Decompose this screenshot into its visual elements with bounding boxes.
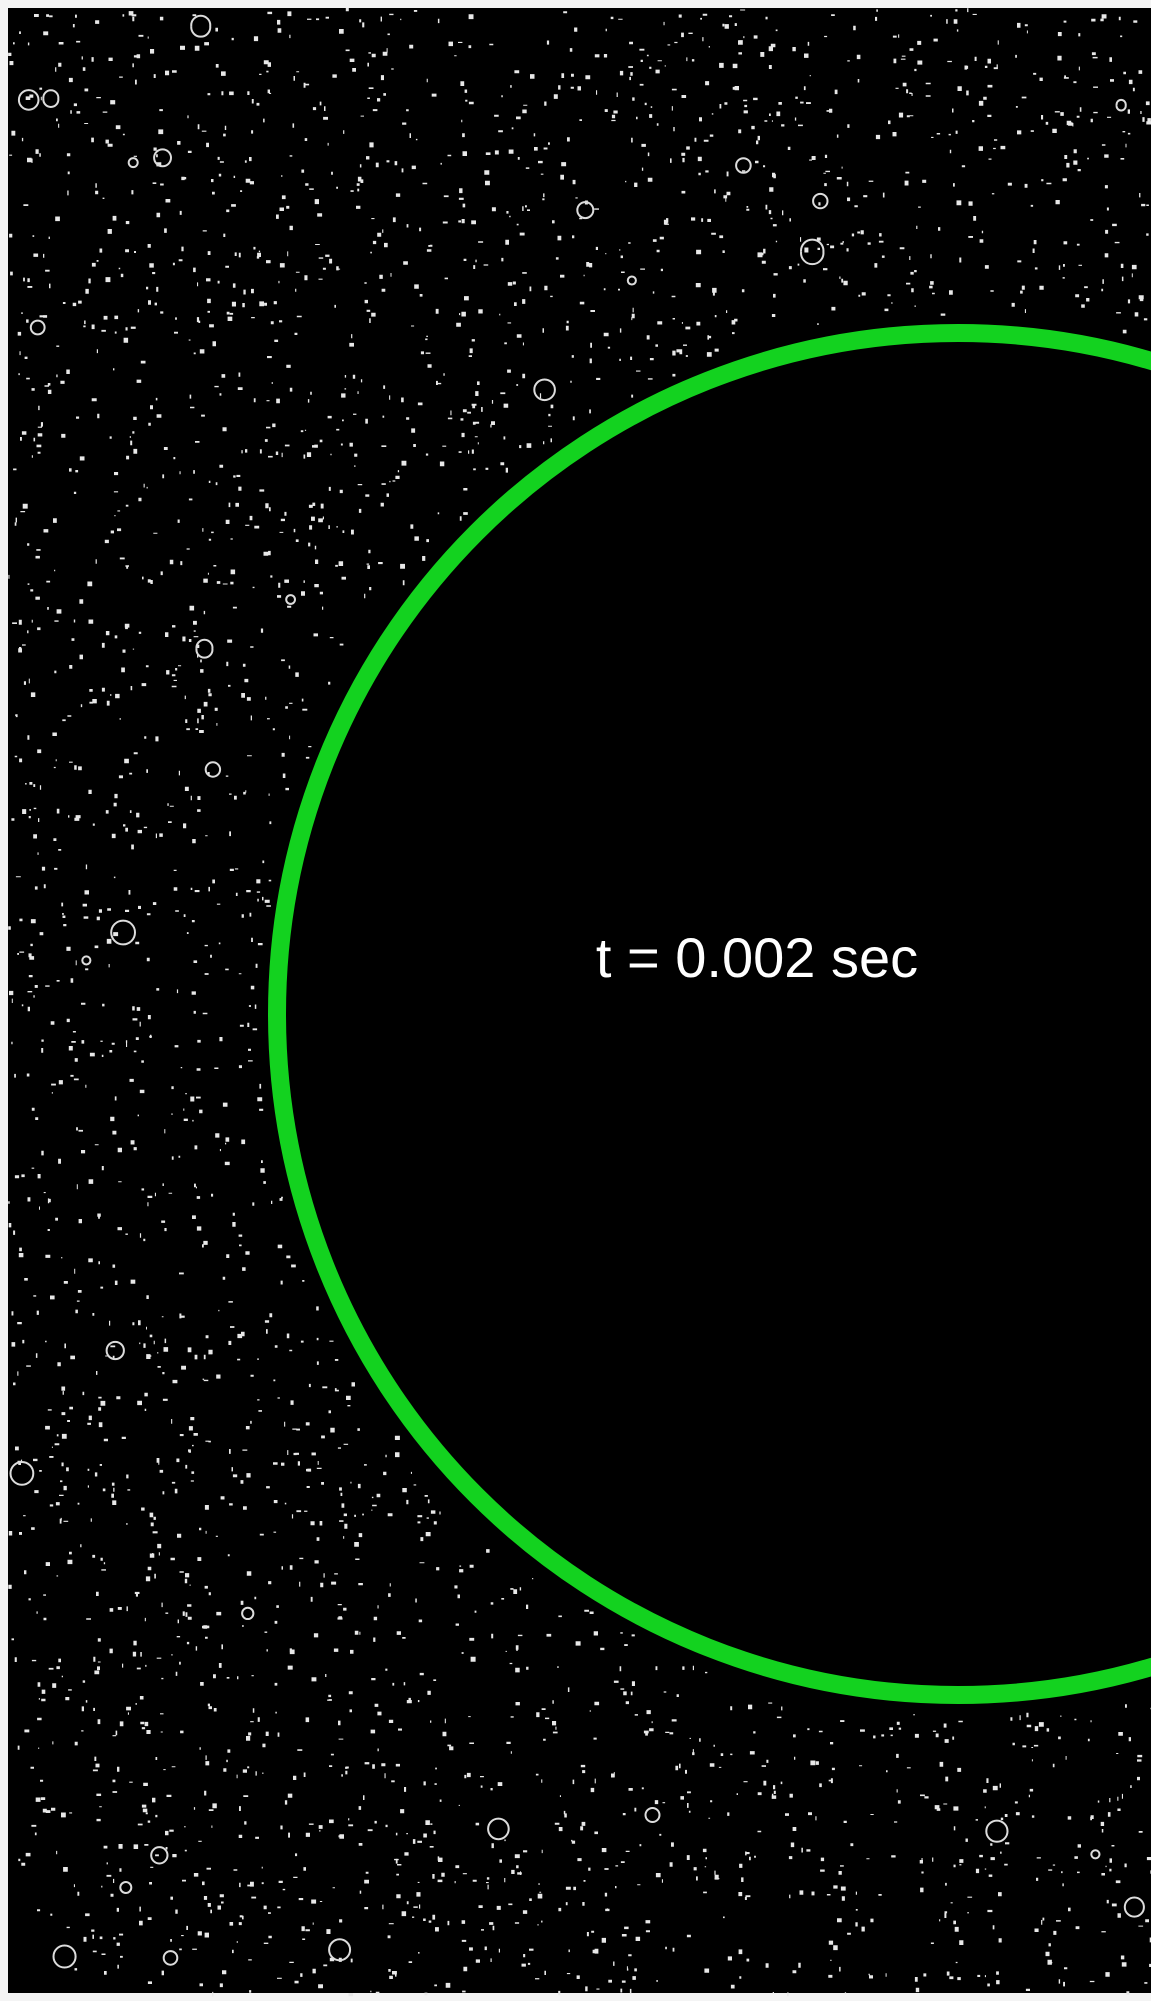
page: t = 0.002 sec (() => { const data = JSON… [0,0,1151,2001]
time-caption: t = 0.002 sec [596,926,918,989]
microscopy-frame: t = 0.002 sec [0,0,1151,2001]
